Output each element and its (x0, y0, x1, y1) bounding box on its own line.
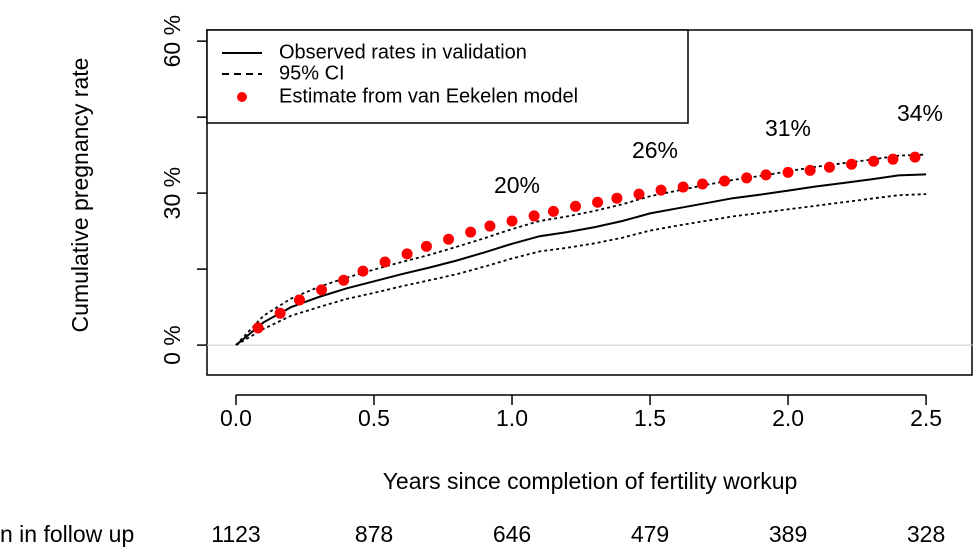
estimate-dot (293, 294, 305, 306)
x-tick-label: 2.5 (910, 405, 942, 431)
estimate-dot (868, 155, 880, 167)
at-risk-value: 389 (769, 521, 807, 547)
x-tick-label: 1.5 (634, 405, 666, 431)
annotation: 20% (494, 172, 540, 198)
estimate-dot (592, 196, 604, 208)
estimate-dot (677, 181, 689, 193)
annotation: 31% (765, 115, 811, 141)
ci-lower-line (235, 193, 927, 346)
legend-box (206, 29, 689, 124)
at-risk-value: 878 (355, 521, 393, 547)
x-tick-label: 2.0 (772, 405, 804, 431)
y-tick-label: 0 % (159, 325, 185, 365)
estimate-dot (274, 307, 286, 319)
estimate-dot (443, 233, 455, 245)
estimate-dot (338, 274, 350, 286)
x-axis-label: Years since completion of fertility work… (383, 468, 798, 494)
estimate-dot (506, 215, 518, 227)
estimate-dot (547, 205, 559, 217)
estimate-dot (401, 248, 413, 260)
estimate-dot (655, 184, 667, 196)
legend-label: 95% CI (279, 62, 345, 84)
estimate-dot (887, 153, 899, 165)
estimate-dot (252, 322, 264, 334)
estimate-dot (760, 169, 772, 181)
estimate-dot (741, 172, 753, 184)
at-risk-value: 1123 (211, 521, 260, 547)
estimate-dot (316, 284, 328, 296)
estimate-dot (465, 226, 477, 238)
x-tick-label: 1.0 (496, 405, 528, 431)
estimate-dot (420, 240, 432, 252)
estimate-dot (570, 200, 582, 212)
estimate-dot (528, 210, 540, 222)
estimate-dot (633, 188, 645, 200)
estimate-dot (696, 178, 708, 190)
y-tick-label: 30 % (159, 167, 185, 219)
estimate-dot (804, 164, 816, 176)
annotation: 26% (632, 137, 678, 163)
at-risk-value: 646 (493, 521, 531, 547)
legend-label: Estimate from van Eekelen model (279, 85, 578, 107)
plot-area (235, 151, 927, 346)
estimate-dot (846, 158, 858, 170)
estimate-dot (719, 175, 731, 187)
estimate-dot (782, 166, 794, 178)
estimate-dot (611, 192, 623, 204)
estimate-dot (379, 256, 391, 268)
annotation: 34% (897, 100, 943, 126)
legend-label: Observed rates in validation (279, 41, 527, 63)
ci-upper-line (235, 153, 927, 346)
at-risk-value: 479 (631, 521, 669, 547)
estimate-dot (357, 265, 369, 277)
at-risk-label: n in follow up (0, 521, 134, 547)
legend-swatch (237, 92, 247, 102)
y-tick-label: 60 % (159, 15, 185, 67)
x-tick-label: 0.5 (358, 405, 390, 431)
at-risk-value: 328 (907, 521, 945, 547)
y-axis-label: Cumulative pregnancy rate (67, 58, 93, 333)
observed-line (235, 173, 927, 346)
estimate-dot (484, 220, 496, 232)
x-tick-label: 0.0 (220, 405, 252, 431)
estimate-dot (823, 161, 835, 173)
estimate-dot (909, 151, 921, 163)
